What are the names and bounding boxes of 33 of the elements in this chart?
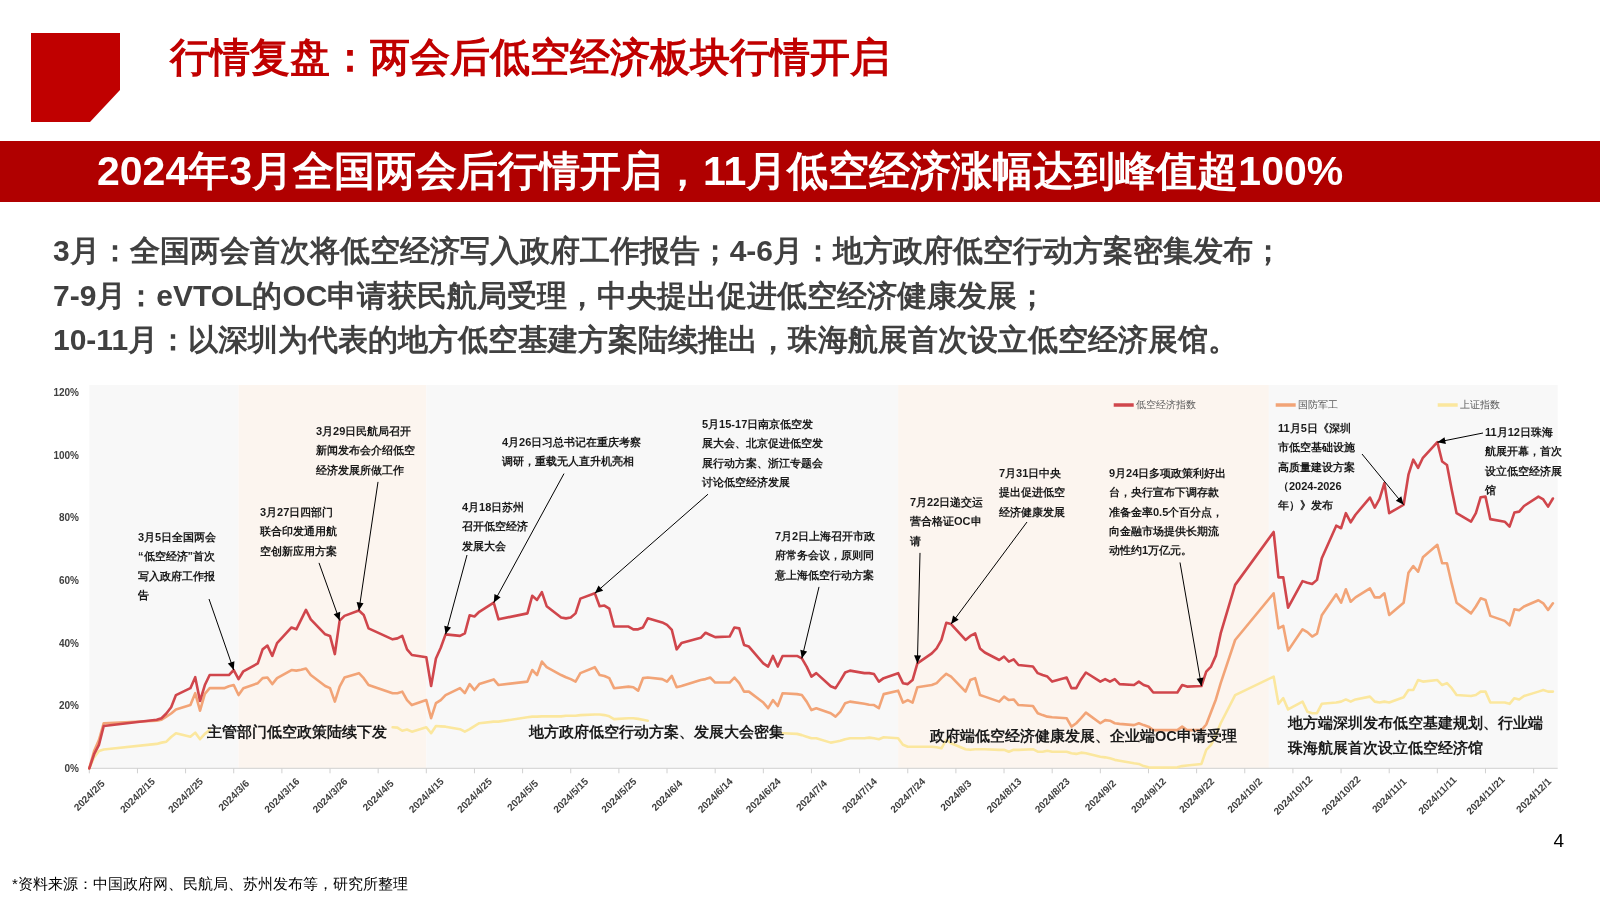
band-label: 政府端低空经济健康发展、企业端OC申请受理 — [930, 726, 1237, 746]
y-tick-label: 0% — [64, 762, 80, 774]
annotation: 11月5日《深圳市低空基础设施高质量建设方案（2024-2026年）》发布 — [1278, 421, 1356, 514]
band-label: 地方端深圳发布低空基建规划、行业端珠海航展首次设立低空经济馆 — [1288, 713, 1545, 758]
y-tick-label: 40% — [58, 637, 80, 649]
y-tick-label: 60% — [58, 575, 80, 586]
text: 4 — [1553, 828, 1564, 853]
legend-label: 国防军工 — [1297, 398, 1338, 412]
text: 3月：全国两会首次将低空经济写入政府工作报告；4-6月：地方政府低空行动方案密集发布； — [53, 232, 1284, 269]
legend-label: 上证指数 — [1459, 398, 1500, 412]
text: *资料来源：中国政府网、民航局、苏州发布等，研究所整理 — [12, 874, 408, 894]
annotation: 5月15-17日南京低空发展大会、北京促进低空发展行动方案、浙江专题会讨论低空经济发展 — [702, 417, 824, 490]
chart-title: 行情复盘：两会后低空经济板块行情开启 — [170, 34, 890, 81]
annotation: 7月2日上海召开市政府常务会议，原则同意上海低空行动方案 — [775, 529, 876, 583]
band-label: 地方政府低空行动方案、发展大会密集 — [528, 722, 784, 742]
y-tick-label: 120% — [53, 387, 80, 399]
annotation: 3月27日四部门联合印发通用航空创新应用方案 — [260, 505, 338, 559]
annotation: 7月31日中央提出促进低空经济健康发展 — [999, 466, 1066, 520]
annotation: 7月22日递交运营合格证OC申请 — [910, 495, 984, 549]
y-tick-label: 80% — [58, 512, 80, 524]
annotation: 3月5日全国两会“低空经济”首次写入政府工作报告 — [138, 530, 218, 603]
text: 10-11月：以深圳为代表的地方低空基建方案陆续推出，珠海航展首次设立低空经济展馆。 — [53, 321, 1239, 358]
band-label: 主管部门低空政策陆续下发 — [207, 722, 388, 742]
annotation: 3月29日民航局召开新闻发布会介绍低空经济发展所做工作 — [316, 424, 416, 478]
legend-label: 低空经济指数 — [1135, 398, 1196, 412]
annotation: 9月24日多项政策利好出台，央行宣布下调存款准备金率0.5个百分点，向金融市场提供长期流动性约1万亿元。 — [1109, 466, 1228, 559]
y-tick-label: 100% — [53, 449, 80, 461]
y-tick-label: 20% — [58, 700, 80, 712]
annotation: 4月26日习总书记在重庆考察调研，重载无人直升机亮相 — [502, 435, 643, 470]
chart-subtitle: 2024年3月全国两会后行情开启，11月低空经济涨幅达到峰值超100% — [97, 147, 1344, 196]
text: 7-9月：eVTOL的OC申请获民航局受理，中央提出促进低空经济健康发展； — [53, 277, 1048, 314]
annotation: 11月12日珠海航展开幕，首次设立低空经济展馆 — [1485, 425, 1563, 498]
annotation: 4月18日苏州召开低空经济发展大会 — [462, 500, 529, 554]
